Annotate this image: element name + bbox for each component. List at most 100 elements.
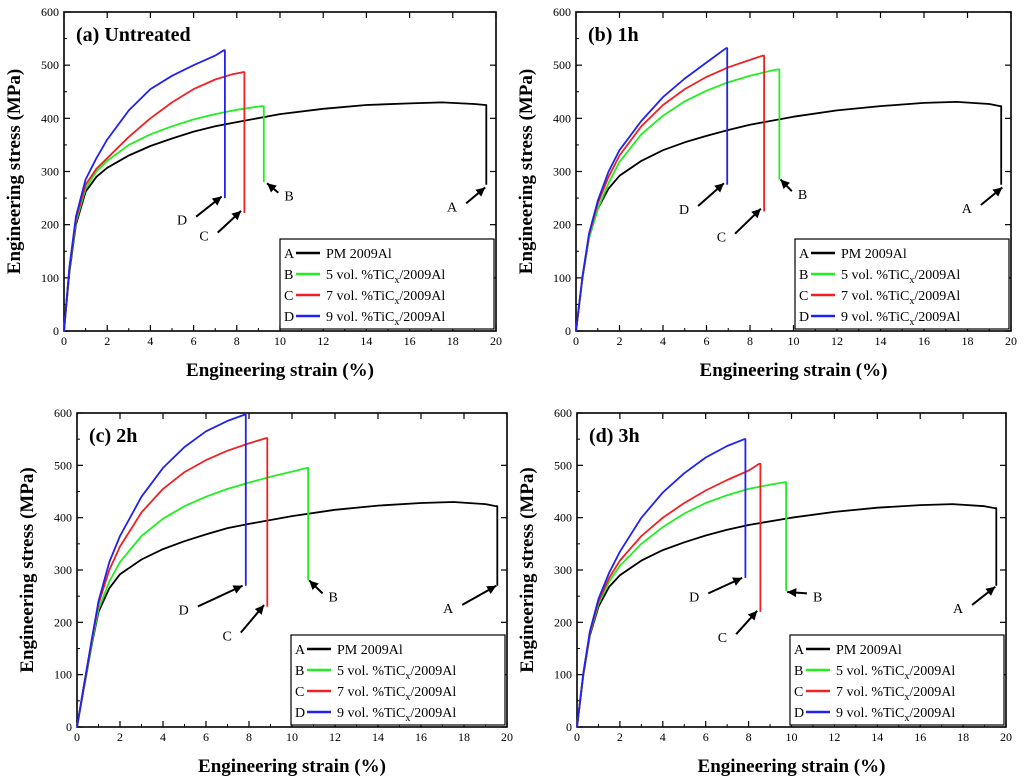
x-axis-title: Engineering strain (%) [700,360,888,381]
callout-label-C: C [199,230,208,245]
legend-entry-subscript: x [909,296,914,307]
legend-entry-subscript: x [405,671,410,682]
series-line-A [76,501,499,728]
series-line-B [576,481,787,728]
legend-entry-suffix: /2009Al [914,310,960,325]
legend-letter: A [794,643,805,658]
legend-entry-subscript: x [394,275,399,286]
x-tick-label: 14 [875,334,887,348]
callout-label-B: B [798,188,807,203]
series-line-A [576,503,998,728]
legend-entry-name: 5 vol. %TiC [836,664,904,679]
legend-letter: A [295,643,306,658]
legend-entry-subscript: x [909,275,914,286]
panel-title: (c) 2h [89,425,137,447]
y-tick-label: 600 [41,5,59,19]
callout-arrow-head [309,580,319,590]
x-tick-label: 12 [831,334,843,348]
callout-arrow-head [267,183,277,193]
x-tick-label: 6 [203,730,209,744]
callout-label-D: D [689,590,699,605]
callout-label-B: B [284,190,293,205]
y-tick-label: 500 [553,58,571,72]
callout-label-A: A [443,602,454,617]
legend-entry-subscript: x [405,692,410,703]
y-tick-label: 600 [554,406,572,420]
callout-arrow-head [486,585,497,595]
x-tick-label: 16 [918,334,930,348]
x-tick-label: 0 [574,730,580,744]
chart-panel-3: 0 2 4 6 8 10 12 14 16 18 200100200300400500600Engi… [517,406,1012,777]
legend-entry-subscript: x [904,713,909,724]
series-line-D [576,438,747,728]
x-tick-label: 8 [234,334,240,348]
legend-entry-suffix: /2009Al [914,289,960,304]
legend-entry: PM 2009Al [337,643,403,658]
legend-entry-subscript: x [405,713,410,724]
x-tick-label: 4 [660,334,666,348]
legend-entry: 5 vol. %TiCx/2009Al [326,268,445,286]
x-tick-label: 8 [246,730,252,744]
x-tick-label: 12 [317,334,329,348]
callout-label-A: A [953,602,964,617]
y-tick-label: 500 [54,458,72,472]
legend-entry: 9 vol. %TiCx/2009Al [841,310,960,328]
legend-entry-suffix: /2009Al [410,664,456,679]
x-tick-label: 14 [871,730,883,744]
legend-entry-name: 7 vol. %TiC [326,289,394,304]
x-tick-label: 0 [74,730,80,744]
y-tick-label: 500 [41,58,59,72]
legend-entry-name: 9 vol. %TiC [841,310,909,325]
x-tick-label: 12 [828,730,840,744]
legend-entry: 9 vol. %TiCx/2009Al [326,310,445,328]
legend-entry: 9 vol. %TiCx/2009Al [337,706,456,724]
legend-letter: A [799,247,810,262]
legend-entry-name: 5 vol. %TiC [841,268,909,283]
legend-letter: A [284,247,295,262]
x-tick-label: 12 [329,730,341,744]
legend-letter: D [284,310,294,325]
y-tick-label: 100 [553,271,571,285]
x-tick-label: 20 [1005,334,1017,348]
x-tick-label: 2 [117,730,123,744]
y-tick-label: 200 [41,218,59,232]
legend-letter: B [794,664,803,679]
x-tick-label: 0 [573,334,579,348]
y-tick-label: 500 [554,458,572,472]
y-tick-label: 200 [553,218,571,232]
x-tick-label: 6 [703,730,709,744]
panel-title: (b) 1h [588,24,639,46]
callout-label-D: D [179,603,189,618]
legend-letter: D [794,706,804,721]
y-tick-label: 200 [554,615,572,629]
x-tick-label: 4 [160,730,166,744]
series-line-C [76,437,269,728]
legend-entry: 9 vol. %TiCx/2009Al [836,706,955,724]
legend-entry-suffix: /2009Al [410,706,456,721]
legend-letter: D [295,706,305,721]
callout-label-D: D [177,214,187,229]
legend-entry: PM 2009Al [326,247,392,262]
callout-arrow-head [985,586,996,596]
legend-entry-subscript: x [909,317,914,328]
x-tick-label: 2 [104,334,110,348]
legend-entry-suffix: /2009Al [399,310,445,325]
legend-entry-name: PM 2009Al [337,643,403,658]
callout-label-B: B [813,590,822,605]
legend-entry: 7 vol. %TiCx/2009Al [836,685,955,703]
legend-entry-name: PM 2009Al [836,643,902,658]
legend-entry: 7 vol. %TiCx/2009Al [337,685,456,703]
callout-arrow-head [992,187,1003,197]
y-tick-label: 300 [41,165,59,179]
y-tick-label: 400 [54,511,72,525]
legend-entry: PM 2009Al [841,247,907,262]
callout-arrow-head [714,183,724,193]
legend-entry-name: 7 vol. %TiC [337,685,405,700]
legend-entry-name: 5 vol. %TiC [326,268,394,283]
y-tick-label: 0 [53,324,59,338]
x-tick-label: 18 [957,730,969,744]
legend-entry-name: PM 2009Al [326,247,392,262]
y-tick-label: 600 [553,5,571,19]
x-tick-label: 20 [501,730,513,744]
legend-entry: 7 vol. %TiCx/2009Al [326,289,445,307]
